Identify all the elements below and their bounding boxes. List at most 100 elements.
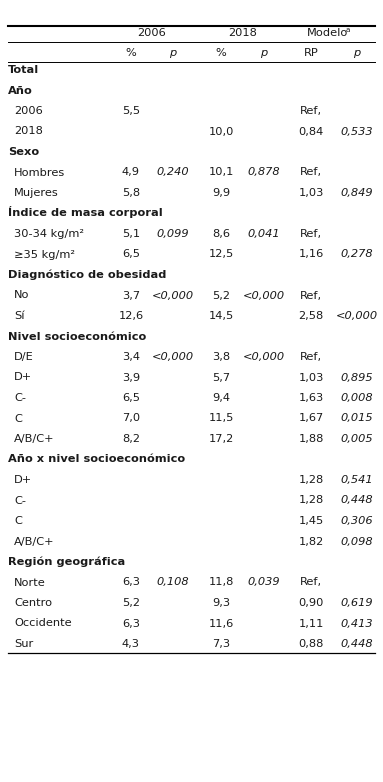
Text: 6,5: 6,5: [122, 393, 140, 403]
Text: C: C: [14, 414, 22, 424]
Text: %: %: [216, 48, 226, 58]
Text: A/B/C+: A/B/C+: [14, 536, 54, 547]
Text: 12,6: 12,6: [118, 311, 144, 321]
Text: Ref,: Ref,: [300, 352, 322, 362]
Text: 11,6: 11,6: [208, 619, 234, 629]
Text: 3,9: 3,9: [122, 372, 140, 382]
Text: 30-34 kg/m²: 30-34 kg/m²: [14, 229, 84, 239]
Text: Mujeres: Mujeres: [14, 188, 59, 198]
Text: 2018: 2018: [14, 127, 43, 137]
Text: 4,9: 4,9: [122, 167, 140, 178]
Text: 9,3: 9,3: [212, 598, 230, 608]
Text: 6,3: 6,3: [122, 577, 140, 587]
Text: A/B/C+: A/B/C+: [14, 434, 54, 444]
Text: 0,448: 0,448: [341, 639, 373, 649]
Text: Sur: Sur: [14, 639, 33, 649]
Text: <0,000: <0,000: [243, 290, 285, 300]
Text: Ref,: Ref,: [300, 229, 322, 239]
Text: 0,098: 0,098: [341, 536, 373, 547]
Text: a: a: [346, 27, 350, 33]
Text: 6,3: 6,3: [122, 619, 140, 629]
Text: D+: D+: [14, 475, 32, 485]
Text: 0,88: 0,88: [298, 639, 324, 649]
Text: 0,84: 0,84: [298, 127, 324, 137]
Text: 0,878: 0,878: [248, 167, 280, 178]
Text: ≥35 kg/m²: ≥35 kg/m²: [14, 249, 75, 260]
Text: 0,90: 0,90: [298, 598, 324, 608]
Text: 0,015: 0,015: [341, 414, 373, 424]
Text: 0,849: 0,849: [341, 188, 373, 198]
Text: 2006: 2006: [14, 106, 43, 116]
Text: 0,008: 0,008: [341, 393, 373, 403]
Text: RP: RP: [304, 48, 318, 58]
Text: Ref,: Ref,: [300, 577, 322, 587]
Text: %: %: [126, 48, 136, 58]
Text: 0,108: 0,108: [157, 577, 189, 587]
Text: 3,8: 3,8: [212, 352, 230, 362]
Text: 0,278: 0,278: [341, 249, 373, 260]
Text: Occidente: Occidente: [14, 619, 72, 629]
Text: No: No: [14, 290, 29, 300]
Text: Región geográfica: Región geográfica: [8, 557, 125, 567]
Text: Norte: Norte: [14, 577, 46, 587]
Text: Centro: Centro: [14, 598, 52, 608]
Text: 8,2: 8,2: [122, 434, 140, 444]
Text: 0,041: 0,041: [248, 229, 280, 239]
Text: 1,11: 1,11: [298, 619, 324, 629]
Text: Ref,: Ref,: [300, 290, 322, 300]
Text: 4,3: 4,3: [122, 639, 140, 649]
Text: 5,8: 5,8: [122, 188, 140, 198]
Text: D/E: D/E: [14, 352, 34, 362]
Text: <0,000: <0,000: [336, 311, 378, 321]
Text: p: p: [354, 48, 361, 58]
Text: Índice de masa corporal: Índice de masa corporal: [8, 206, 163, 218]
Text: C: C: [14, 516, 22, 526]
Text: 0,895: 0,895: [341, 372, 373, 382]
Text: Ref,: Ref,: [300, 167, 322, 178]
Text: Diagnóstico de obesidad: Diagnóstico de obesidad: [8, 270, 166, 280]
Text: 7,3: 7,3: [212, 639, 230, 649]
Text: Sí: Sí: [14, 311, 25, 321]
Text: Ref,: Ref,: [300, 106, 322, 116]
Text: 0,306: 0,306: [341, 516, 373, 526]
Text: 1,03: 1,03: [298, 372, 324, 382]
Text: C-: C-: [14, 496, 26, 505]
Text: 3,7: 3,7: [122, 290, 140, 300]
Text: p: p: [169, 48, 177, 58]
Text: Nivel socioeconómico: Nivel socioeconómico: [8, 332, 146, 342]
Text: p: p: [260, 48, 268, 58]
Text: 2018: 2018: [228, 28, 257, 38]
Text: 5,1: 5,1: [122, 229, 140, 239]
Text: 5,7: 5,7: [212, 372, 230, 382]
Text: 1,03: 1,03: [298, 188, 324, 198]
Text: 1,45: 1,45: [298, 516, 324, 526]
Text: 0,099: 0,099: [157, 229, 189, 239]
Text: 0,541: 0,541: [341, 475, 373, 485]
Text: 1,88: 1,88: [298, 434, 324, 444]
Text: 1,28: 1,28: [298, 475, 324, 485]
Text: 10,1: 10,1: [208, 167, 234, 178]
Text: 6,5: 6,5: [122, 249, 140, 260]
Text: 0,039: 0,039: [248, 577, 280, 587]
Text: <0,000: <0,000: [243, 352, 285, 362]
Text: 7,0: 7,0: [122, 414, 140, 424]
Text: Año: Año: [8, 85, 33, 95]
Text: 14,5: 14,5: [208, 311, 234, 321]
Text: 10,0: 10,0: [208, 127, 234, 137]
Text: D+: D+: [14, 372, 32, 382]
Text: 17,2: 17,2: [208, 434, 234, 444]
Text: Año x nivel socioeconómico: Año x nivel socioeconómico: [8, 454, 185, 465]
Text: 11,8: 11,8: [208, 577, 234, 587]
Text: 0,005: 0,005: [341, 434, 373, 444]
Text: 1,82: 1,82: [298, 536, 324, 547]
Text: 1,16: 1,16: [298, 249, 324, 260]
Text: Total: Total: [8, 65, 39, 75]
Text: 0,533: 0,533: [341, 127, 373, 137]
Text: 0,448: 0,448: [341, 496, 373, 505]
Text: 9,4: 9,4: [212, 393, 230, 403]
Text: <0,000: <0,000: [152, 352, 194, 362]
Text: 12,5: 12,5: [208, 249, 234, 260]
Text: 1,28: 1,28: [298, 496, 324, 505]
Text: 8,6: 8,6: [212, 229, 230, 239]
Text: 2,58: 2,58: [298, 311, 324, 321]
